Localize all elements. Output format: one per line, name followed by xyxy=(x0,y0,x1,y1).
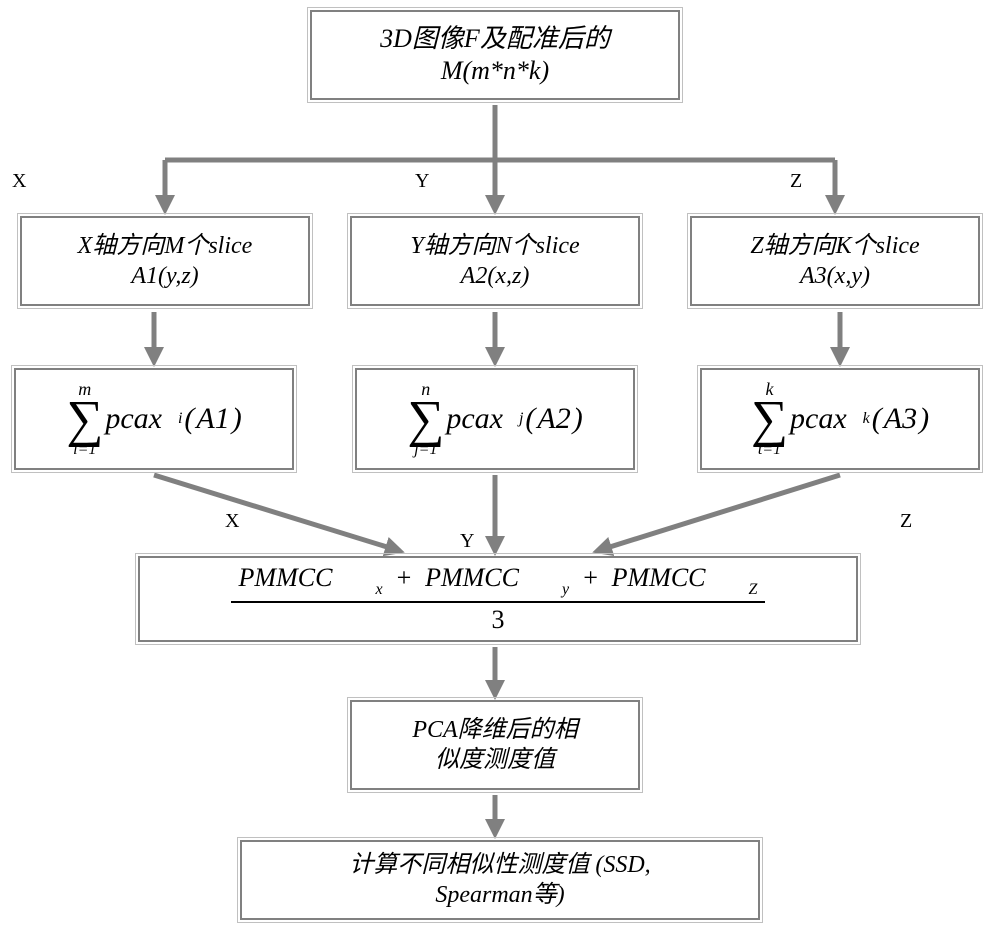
pmmcc-x: PMMCC xyxy=(239,563,333,592)
node-average-formula: PMMCC x + PMMCC y + PMMCC Z 3 xyxy=(138,556,858,642)
sum-x-arg: A1 xyxy=(196,402,229,436)
sigma-symbol: ∑ xyxy=(751,398,788,442)
slice-x-line2: A1(y,z) xyxy=(30,261,300,291)
open-paren: ( xyxy=(872,402,882,436)
node-sum-z: k ∑ t=1 pcax k ( A3 ) xyxy=(700,368,980,470)
pmmcc-y-sub: y xyxy=(562,581,569,598)
arrow-sum-z-to-avg xyxy=(597,475,840,551)
node-slice-y: Y轴方向N个slice A2(x,z) xyxy=(350,216,640,306)
edge-label-z-mid: Z xyxy=(900,510,912,533)
slice-x-line1: X轴方向M个slice xyxy=(30,231,300,261)
edge-label-x-top: X xyxy=(12,170,26,193)
node-input-line1: 3D图像F及配准后的 xyxy=(320,23,670,56)
edge-label-x-mid: X xyxy=(225,510,239,533)
sum-y-arg: A2 xyxy=(537,402,570,436)
slice-y-line1: Y轴方向N个slice xyxy=(360,231,630,261)
sum-y-func: pcax xyxy=(446,402,503,436)
slice-z-line1: Z轴方向K个slice xyxy=(700,231,970,261)
arrow-sum-x-to-avg xyxy=(154,475,400,551)
slice-y-line2: A2(x,z) xyxy=(360,261,630,291)
pmmcc-z: PMMCC xyxy=(612,563,706,592)
sum-y-lower: j=1 xyxy=(414,442,437,458)
sum-z-lower: t=1 xyxy=(758,442,781,458)
edge-label-y-top: Y xyxy=(415,170,429,193)
close-paren: ) xyxy=(232,402,242,436)
node-input-line2: M(m*n*k) xyxy=(320,55,670,88)
sum-x-func: pcax xyxy=(105,402,162,436)
sum-z-arg: A3 xyxy=(884,402,917,436)
sum-z-sub: k xyxy=(863,410,870,428)
sum-z-func: pcax xyxy=(790,402,847,436)
plus-2: + xyxy=(576,563,606,592)
node-pca-result: PCA降维后的相 似度测度值 xyxy=(350,700,640,790)
pca-line2: 似度测度值 xyxy=(360,745,630,775)
edge-label-y-mid: Y xyxy=(460,530,474,553)
pmmcc-x-sub: x xyxy=(375,581,382,598)
open-paren: ( xyxy=(525,402,535,436)
node-input-3d: 3D图像F及配准后的 M(m*n*k) xyxy=(310,10,680,100)
denominator: 3 xyxy=(483,603,512,635)
edge-label-z-top: Z xyxy=(790,170,802,193)
node-slice-x: X轴方向M个slice A1(y,z) xyxy=(20,216,310,306)
node-slice-z: Z轴方向K个slice A3(x,y) xyxy=(690,216,980,306)
sigma-symbol: ∑ xyxy=(66,398,103,442)
pca-line1: PCA降维后的相 xyxy=(360,715,630,745)
close-paren: ) xyxy=(573,402,583,436)
pmmcc-y: PMMCC xyxy=(425,563,519,592)
sigma-symbol: ∑ xyxy=(407,398,444,442)
final-line2: Spearman等) xyxy=(250,880,750,910)
node-final: 计算不同相似性测度值 (SSD, Spearman等) xyxy=(240,840,760,920)
slice-z-line2: A3(x,y) xyxy=(700,261,970,291)
final-line1: 计算不同相似性测度值 (SSD, xyxy=(250,850,750,880)
node-sum-y: n ∑ j=1 pcax j ( A2 ) xyxy=(355,368,635,470)
sum-x-sub: i xyxy=(178,410,182,428)
pmmcc-z-sub: Z xyxy=(749,581,758,598)
open-paren: ( xyxy=(184,402,194,436)
sum-x-lower: i=1 xyxy=(73,442,96,458)
close-paren: ) xyxy=(919,402,929,436)
node-sum-x: m ∑ i=1 pcax i ( A1 ) xyxy=(14,368,294,470)
plus-1: + xyxy=(389,563,419,592)
sum-y-sub: j xyxy=(519,410,523,428)
